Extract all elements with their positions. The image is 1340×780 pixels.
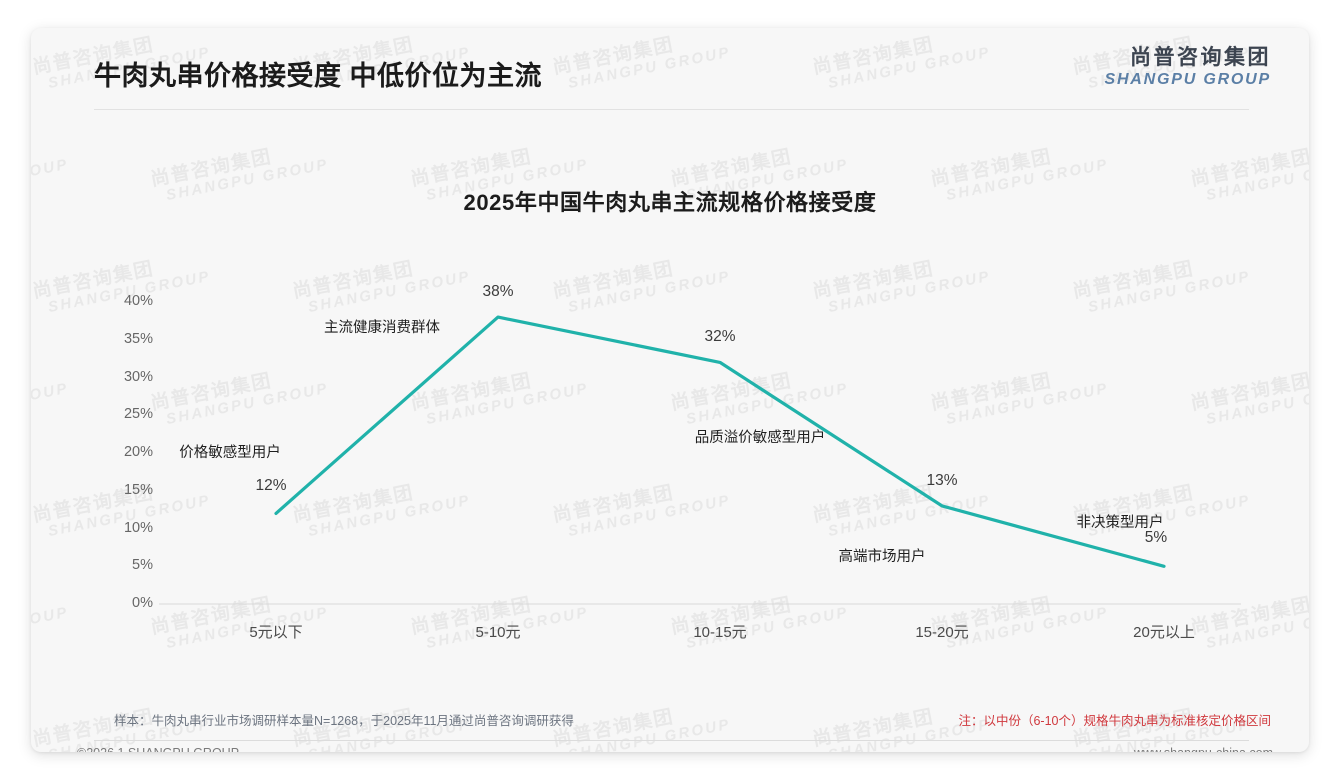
watermark-chinese-text: 尚普咨询集团 (1189, 146, 1309, 191)
watermark-english-text: SHANGPU GROUP (306, 492, 473, 541)
watermark-chinese-text: 尚普咨询集团 (409, 146, 534, 191)
watermark-chinese-text: 尚普咨询集团 (669, 146, 794, 191)
watermark-chinese-text: 尚普咨询集团 (149, 146, 274, 191)
watermark-english-text: SHANGPU GROUP (684, 380, 851, 429)
watermark-chinese-text: 尚普咨询集团 (291, 258, 416, 303)
watermark-english-text: SHANGPU GROUP (566, 492, 733, 541)
watermark-chinese-text: 尚普咨询集团 (409, 370, 534, 415)
watermark-chinese-text: 尚普咨询集团 (31, 360, 67, 415)
x-axis-tick-label: 20元以上 (1133, 624, 1195, 641)
watermark-english-text: SHANGPU GROUP (31, 604, 71, 652)
chart-title: 2025年中国牛肉丸串主流规格价格接受度 (463, 190, 877, 215)
watermark-english-text: SHANGPU GROUP (1204, 380, 1309, 429)
data-value-label: 38% (482, 283, 514, 301)
watermark-english-text: SHANGPU GROUP (826, 492, 993, 541)
watermark-chinese-text: 尚普咨询集团 (929, 370, 1054, 415)
watermark-chinese-text: 尚普咨询集团 (929, 146, 1054, 191)
x-axis-tick-label: 15-20元 (915, 624, 969, 641)
logo-chinese-text: 尚普咨询集团 (1130, 46, 1271, 69)
y-axis-tick-label: 10% (123, 519, 153, 536)
watermark-chinese-text: 尚普咨询集团 (1189, 594, 1309, 639)
line-chart-svg (159, 315, 1241, 605)
logo-english-text: SHANGPU GROUP (1104, 70, 1271, 88)
watermark-english-text: SHANGPU GROUP (944, 604, 1111, 653)
slide-canvas: 尚普咨询集团 SHANGPU GROUP 尚普咨询集团 SHANGPU GROUP 尚普… (31, 28, 1309, 752)
watermark-chinese-text: 尚普咨询集团 (291, 482, 416, 527)
y-axis-tick-label: 20% (123, 444, 153, 460)
watermark-english-text: SHANGPU GROUP (1204, 604, 1309, 653)
chart-plot-area (31, 28, 1309, 752)
header-divider (94, 109, 1249, 110)
annotation-label: 高端市场用户 (838, 549, 926, 565)
y-axis-tick-label: 40% (123, 293, 153, 309)
data-value-label: 32% (704, 328, 736, 346)
watermark-english-text: SHANGPU GROUP (944, 380, 1111, 429)
watermark-layer: 尚普咨询集团 SHANGPU GROUP 尚普咨询集团 SHANGPU GROUP 尚普… (31, 28, 1309, 752)
watermark-chinese-text: 尚普咨询集团 (811, 482, 936, 527)
watermark-chinese-text: 尚普咨询集团 (31, 584, 67, 639)
watermark-english-text: SHANGPU GROUP (566, 716, 733, 752)
x-axis-tick-label: 5元以下 (249, 624, 303, 641)
y-axis-tick-label: 30% (123, 368, 153, 385)
watermark-english-text: SHANGPU GROUP (164, 380, 331, 429)
copyright-text: ©2026.1 SHANGPU GROUP (77, 746, 239, 752)
watermark-chinese-text: 尚普咨询集团 (551, 706, 676, 751)
slide-header: 牛肉丸串价格接受度 中低价位为主流 尚普咨询集团 SHANGPU GROUP (31, 28, 1309, 110)
data-value-label: 13% (926, 471, 958, 489)
watermark-english-text: SHANGPU GROUP (31, 380, 71, 428)
data-value-label: 12% (255, 477, 287, 495)
watermark-chinese-text: 尚普咨询集团 (31, 136, 67, 191)
watermark-chinese-text: 尚普咨询集团 (149, 370, 274, 415)
watermark-english-text: SHANGPU GROUP (306, 268, 473, 317)
watermark-chinese-text: 尚普咨询集团 (1189, 370, 1309, 415)
y-axis-tick-label: 5% (132, 557, 153, 574)
website-url: www.shangpu-china.com (1134, 746, 1273, 752)
x-axis-tick-label: 5-10元 (475, 624, 521, 641)
footer-divider (94, 740, 1249, 741)
brand-logo: 尚普咨询集团 SHANGPU GROUP (1104, 46, 1271, 90)
watermark-english-text: SHANGPU GROUP (566, 268, 733, 317)
sample-note: 样本：牛肉丸串行业市场调研样本量N=1268，于2025年11月通过尚普咨询调研… (114, 714, 574, 728)
watermark-chinese-text: 尚普咨询集团 (551, 482, 676, 527)
x-axis-tick-label: 10-15元 (693, 624, 747, 641)
watermark-chinese-text: 尚普咨询集团 (1071, 258, 1196, 303)
watermark-english-text: SHANGPU GROUP (826, 268, 993, 317)
watermark-english-text: SHANGPU GROUP (424, 380, 591, 429)
annotation-label: 主流健康消费群体 (324, 320, 440, 336)
watermark-chinese-text: 尚普咨询集团 (551, 258, 676, 303)
annotation-label: 价格敏感型用户 (179, 445, 281, 461)
annotation-label: 品质溢价敏感型用户 (694, 430, 826, 446)
page-title: 牛肉丸串价格接受度 中低价位为主流 (94, 61, 543, 91)
watermark-chinese-text: 尚普咨询集团 (811, 258, 936, 303)
watermark-english-text: SHANGPU GROUP (164, 604, 331, 653)
annotation-label: 非决策型用户 (1076, 515, 1164, 531)
y-axis-tick-label: 15% (123, 481, 153, 498)
remark-note: 注：以中份（6-10个）规格牛肉丸串为标准核定价格区间 (958, 714, 1271, 728)
y-axis-tick-label: 35% (123, 330, 153, 347)
y-axis-tick-label: 25% (123, 406, 153, 423)
watermark-chinese-text: 尚普咨询集团 (669, 370, 794, 415)
y-axis-tick-label: 0% (132, 595, 153, 611)
watermark-english-text: SHANGPU GROUP (1086, 268, 1253, 317)
